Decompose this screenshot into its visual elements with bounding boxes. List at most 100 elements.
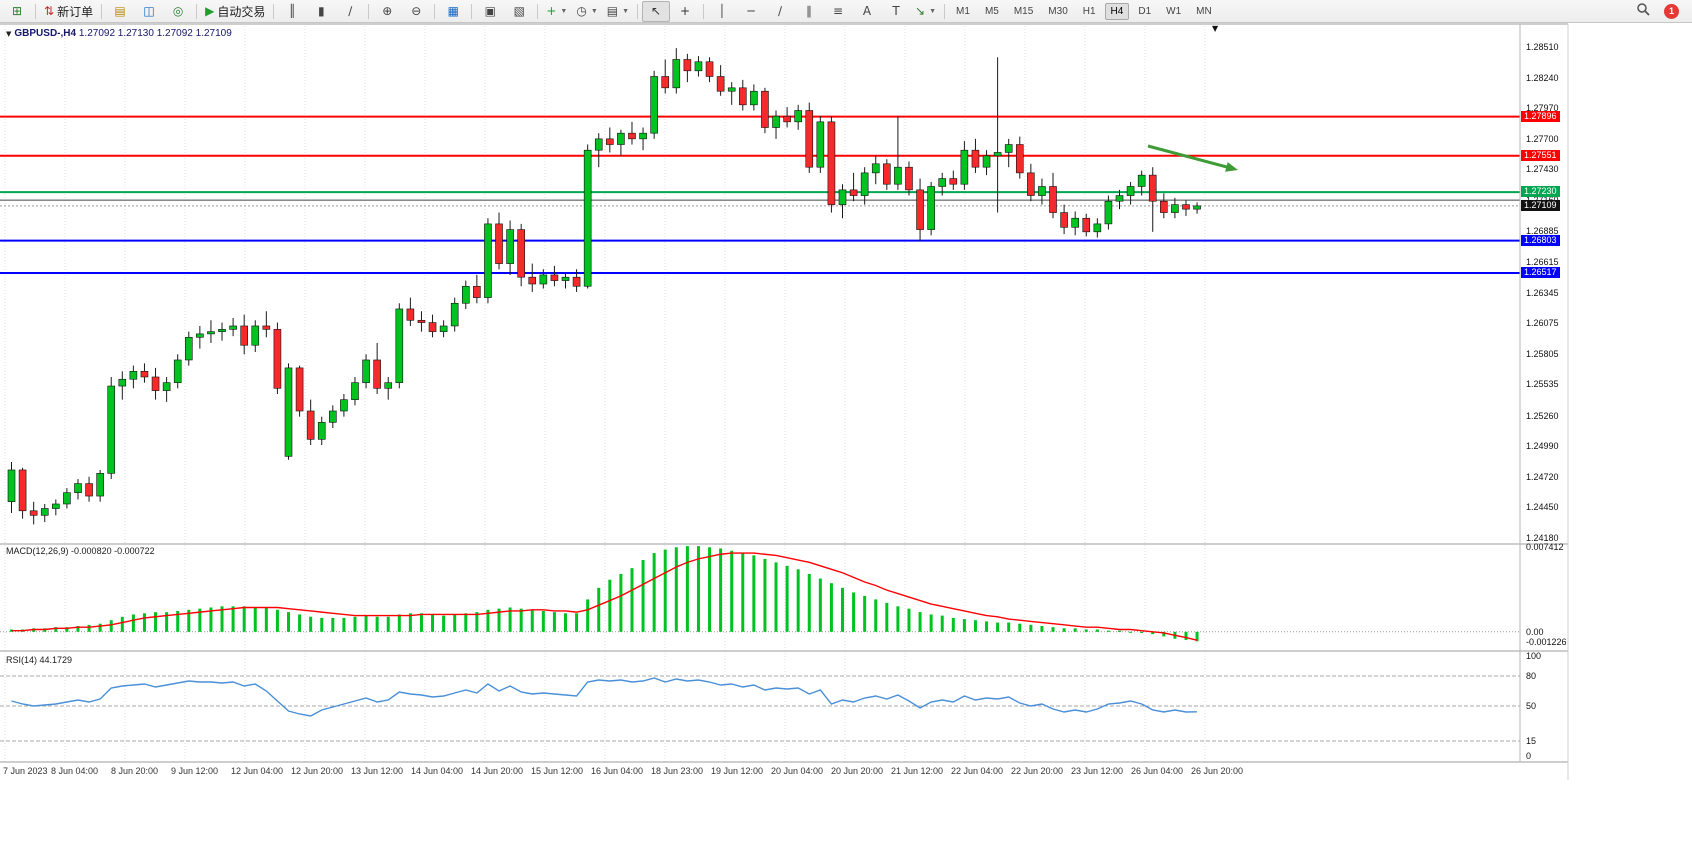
candle-body — [960, 149, 969, 185]
indicators-button[interactable]: + ▼ — [542, 1, 571, 22]
price-badge-1.26803[interactable]: 1.26803 — [1521, 234, 1560, 246]
candle-body — [317, 422, 326, 440]
data-window-button[interactable]: ◎ — [164, 1, 192, 22]
vertical-line-tool-button[interactable]: │ — [708, 1, 736, 22]
bar-chart-button[interactable]: ║ — [278, 1, 306, 22]
candle-body — [484, 223, 492, 298]
candle-body — [1049, 186, 1057, 213]
auto-arrange-button[interactable]: ▣ — [476, 1, 504, 22]
toolbar-separator — [944, 3, 946, 19]
timeframe-button-h1[interactable]: H1 — [1082, 5, 1096, 17]
timeframe-button-m5[interactable]: M5 — [984, 5, 999, 17]
toolbar-separator — [273, 3, 275, 19]
cursor-button[interactable]: ↖ — [642, 0, 671, 22]
macd-histogram-bar — [807, 573, 811, 632]
toolbar-right-group: 1 — [1629, 1, 1689, 22]
zoom-in-button[interactable]: ⊕ — [373, 1, 401, 22]
candle-body — [971, 149, 980, 168]
timeframe-button-m30[interactable]: M30 — [1048, 5, 1068, 17]
market-watch-button[interactable]: ◫ — [135, 1, 163, 22]
search-button[interactable] — [1629, 1, 1657, 22]
macd-histogram-bar — [397, 614, 401, 632]
candle-body — [750, 90, 758, 106]
text-tool-icon: A — [862, 4, 872, 18]
candle-body — [151, 376, 160, 391]
candle-body — [1148, 174, 1157, 202]
timeframe-button-mn[interactable]: MN — [1196, 5, 1212, 17]
timeframe-button-w1[interactable]: W1 — [1166, 5, 1182, 17]
candlestick-chart-button[interactable]: ▮ — [307, 1, 335, 22]
candle-body — [473, 285, 481, 298]
text-label-tool-button[interactable]: T — [882, 1, 910, 22]
candle-body — [805, 110, 814, 168]
tile-windows-button[interactable]: ▦ — [439, 1, 467, 22]
arrows-tool-dropdown-icon[interactable]: ▼ — [929, 7, 937, 15]
arrows-tool-button[interactable]: ↘ ▼ — [911, 1, 940, 22]
candle-body — [63, 492, 71, 505]
equidistant-channel-tool-icon: ∥ — [806, 4, 813, 18]
price-badge-1.27230[interactable]: 1.27230 — [1521, 186, 1560, 198]
text-tool-button[interactable]: A — [853, 1, 881, 22]
price-badge-1.26517[interactable]: 1.26517 — [1521, 266, 1560, 278]
crosshair-button[interactable]: + — [671, 1, 699, 22]
candle-body — [1104, 200, 1113, 225]
timeframe-button-m15[interactable]: M15 — [1013, 5, 1034, 17]
timeframe-button-d1[interactable]: D1 — [1138, 5, 1152, 17]
profiles-button[interactable]: ▤ — [106, 1, 134, 22]
new-chart-button[interactable]: ⊞ — [3, 1, 31, 22]
macd-histogram-bar — [973, 620, 977, 632]
price-badge-1.27551[interactable]: 1.27551 — [1521, 149, 1560, 161]
timeframe-button-h4[interactable]: H4 — [1104, 2, 1130, 20]
timeframe-button-m1[interactable]: M1 — [956, 5, 970, 17]
candle-body — [561, 276, 570, 281]
equidistant-channel-tool-button[interactable]: ∥ — [795, 1, 823, 22]
candle-body — [539, 274, 548, 285]
notification-badge[interactable]: 1 — [1664, 3, 1679, 19]
horizontal-line-tool-button[interactable]: ─ — [737, 1, 765, 22]
cascade-windows-button[interactable]: ▧ — [505, 1, 533, 22]
macd-histogram-bar — [929, 614, 933, 632]
indicators-dropdown-icon[interactable]: ▼ — [560, 7, 568, 15]
candle-body — [949, 178, 958, 185]
macd-histogram-bar — [896, 606, 900, 632]
candle-body — [495, 223, 503, 264]
macd-histogram-bar — [176, 610, 180, 632]
bar-chart-icon: ║ — [288, 4, 296, 18]
periods-button[interactable]: ◷ ▼ — [572, 1, 601, 22]
macd-histogram-bar — [253, 607, 257, 632]
candle-body — [650, 76, 658, 134]
toolbar-separator — [101, 3, 103, 19]
macd-histogram-bar — [187, 609, 191, 632]
fibonacci-tool-button[interactable]: ≡ — [824, 1, 852, 22]
price-badge-1.27896[interactable]: 1.27896 — [1521, 110, 1560, 122]
candle-body — [1060, 212, 1068, 228]
toolbar-separator — [703, 3, 705, 19]
new-order-button[interactable]: ⇅ 新订单 — [40, 1, 97, 22]
macd-histogram-bar — [818, 578, 822, 632]
macd-histogram-bar — [985, 621, 989, 632]
zoom-out-button[interactable]: ⊖ — [402, 1, 430, 22]
line-chart-button[interactable]: ∕ — [336, 1, 364, 22]
trendline-tool-button[interactable]: ∕ — [766, 1, 794, 22]
candle-body — [628, 132, 636, 140]
macd-histogram-bar — [575, 613, 579, 632]
macd-histogram-bar — [464, 613, 468, 632]
toolbar-separator — [368, 3, 370, 19]
macd-histogram-bar — [65, 627, 69, 632]
macd-histogram-bar — [1184, 631, 1188, 640]
macd-histogram-bar — [852, 592, 856, 632]
periods-dropdown-icon[interactable]: ▼ — [590, 7, 598, 15]
candle-body — [993, 152, 1002, 157]
bearish-arrow[interactable] — [1147, 144, 1231, 170]
autotrade-button[interactable]: ▶ 自动交易 — [201, 1, 269, 22]
candle-body — [860, 172, 869, 196]
price-badge-1.27109[interactable]: 1.27109 — [1521, 199, 1560, 211]
macd-histogram-bar — [109, 620, 113, 632]
templates-button[interactable]: ▤ ▼ — [603, 1, 633, 22]
macd-histogram-bar — [1051, 627, 1055, 632]
candle-body — [1082, 217, 1091, 233]
templates-dropdown-icon[interactable]: ▼ — [622, 7, 630, 15]
bearish-arrow-head[interactable] — [1225, 162, 1238, 172]
rsi-line — [11, 677, 1198, 717]
